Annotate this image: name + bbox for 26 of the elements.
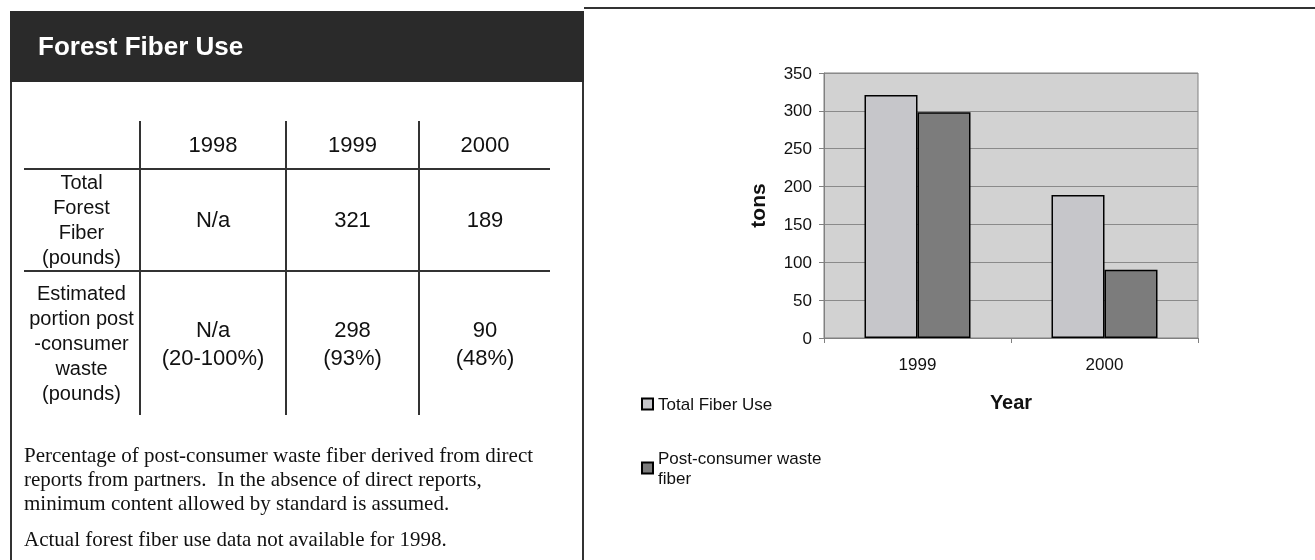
- y-tick-label: 200: [783, 177, 812, 197]
- category-label: 2000: [419, 121, 550, 169]
- y-tick-label: 150: [783, 214, 812, 234]
- x-axis-title: Year: [989, 391, 1033, 413]
- y-tick-label: 0: [802, 328, 812, 348]
- y-tick-label: 300: [783, 101, 812, 121]
- text: 189: [466, 207, 504, 232]
- text: N/a: [195, 207, 231, 232]
- category-label: Estimated portion post -consumer waste (pounds): [29, 282, 134, 404]
- text: 298 (93%): [323, 316, 382, 370]
- category-label: 1999: [286, 121, 419, 169]
- text: 90 (48%): [455, 316, 515, 370]
- category-label: Total Forest Fiber (pounds): [42, 171, 121, 268]
- text: Percentage of post-consumer waste fiber derived from direct reports from partners. In the absence of direct reports, minimum content allowed by standard is assumed.: [24, 443, 535, 515]
- y-axis-title: tons: [746, 183, 769, 228]
- y-tick-label: 100: [783, 252, 812, 272]
- y-tick-label: 250: [783, 139, 812, 159]
- legend-label: Post-consumer waste fiber: [658, 448, 827, 488]
- text: Forest Fiber Use: [10, 11, 584, 82]
- y-tick-label: 50: [793, 290, 812, 310]
- y-tick-label: 350: [783, 63, 812, 83]
- legend-label: Total Fiber Use: [658, 394, 773, 414]
- text: N/a (20-100%): [161, 316, 265, 370]
- category-label: 1998: [140, 121, 286, 169]
- text: 321: [334, 207, 371, 232]
- text: Actual forest fiber use data not available for 1998.: [24, 527, 448, 551]
